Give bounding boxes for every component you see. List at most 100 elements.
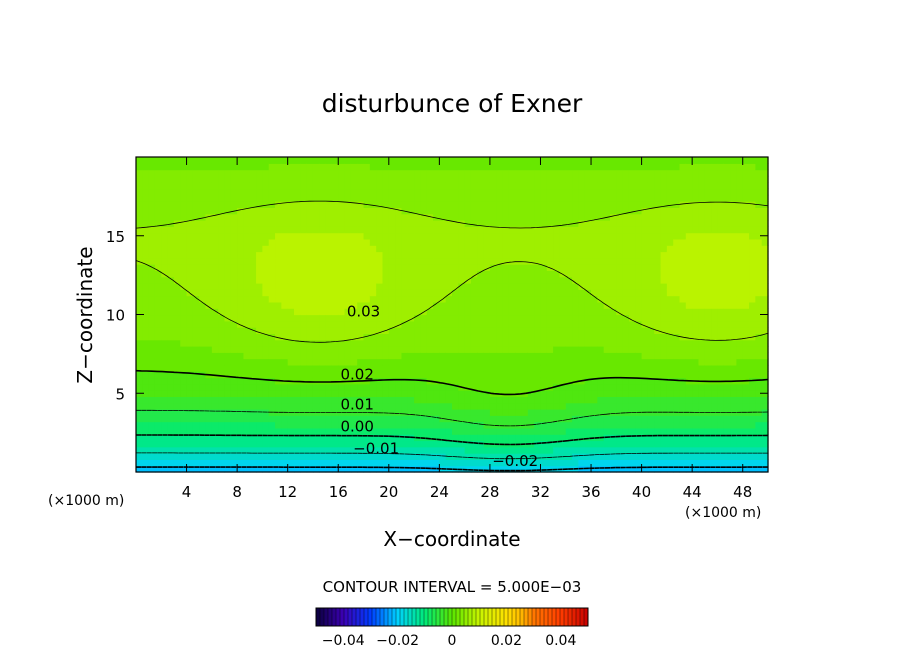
heatmap-cell	[401, 245, 409, 253]
heatmap-cell	[553, 201, 561, 208]
heatmap-cell	[654, 283, 662, 290]
heatmap-cell	[243, 188, 251, 196]
heatmap-cell	[540, 289, 548, 297]
heatmap-cell	[180, 257, 188, 265]
heatmap-cell	[508, 346, 516, 353]
heatmap-cell	[603, 257, 611, 265]
heatmap-cell	[666, 339, 674, 347]
heatmap-cell	[717, 257, 725, 265]
heatmap-cell	[711, 257, 719, 265]
heatmap-cell	[603, 201, 611, 208]
heatmap-cell	[660, 427, 668, 435]
heatmap-cell	[325, 238, 333, 246]
heatmap-cell	[243, 257, 251, 265]
heatmap-cell	[357, 453, 365, 460]
heatmap-cell	[338, 339, 346, 347]
heatmap-cell	[452, 283, 459, 290]
heatmap-cell	[224, 415, 232, 423]
heatmap-cell	[199, 465, 207, 473]
heatmap-cell	[439, 169, 447, 177]
heatmap-cell	[508, 371, 516, 379]
heatmap-cell	[641, 440, 649, 448]
heatmap-cell	[294, 320, 301, 328]
heatmap-cell	[180, 301, 188, 309]
heatmap-cell	[717, 163, 725, 171]
heatmap-cell	[647, 459, 655, 467]
heatmap-cell	[243, 270, 251, 278]
heatmap-cell	[439, 276, 447, 284]
heatmap-cell	[641, 182, 649, 190]
heatmap-cell	[173, 270, 181, 278]
heatmap-cell	[268, 314, 276, 322]
heatmap-cell	[224, 396, 232, 404]
heatmap-cell	[591, 289, 598, 297]
heatmap-cell	[641, 446, 649, 454]
heatmap-cell	[458, 446, 466, 454]
heatmap-cell	[376, 327, 384, 334]
heatmap-cell	[325, 364, 333, 372]
heatmap-cell	[641, 453, 649, 460]
heatmap-cell	[654, 402, 662, 410]
heatmap-cell	[635, 459, 643, 467]
heatmap-cell	[148, 339, 156, 347]
heatmap-cell	[205, 383, 213, 391]
heatmap-cell	[679, 276, 687, 284]
heatmap-cell	[136, 276, 143, 284]
heatmap-cell	[584, 440, 592, 448]
heatmap-cell	[742, 402, 750, 410]
heatmap-cell	[673, 333, 681, 341]
heatmap-cell	[553, 339, 561, 347]
heatmap-cell	[281, 440, 289, 448]
heatmap-cell	[161, 188, 169, 196]
heatmap-cell	[641, 377, 649, 385]
heatmap-cell	[331, 352, 339, 360]
heatmap-cell	[742, 333, 750, 341]
heatmap-cell	[331, 327, 339, 334]
heatmap-cell	[736, 289, 744, 297]
heatmap-cell	[489, 453, 497, 460]
heatmap-cell	[420, 163, 428, 171]
heatmap-cell	[742, 421, 750, 429]
heatmap-cell	[761, 301, 769, 309]
heatmap-cell	[319, 320, 327, 328]
heatmap-cell	[616, 434, 624, 442]
heatmap-cell	[711, 396, 719, 404]
heatmap-cell	[363, 333, 371, 341]
heatmap-cell	[584, 188, 592, 196]
heatmap-cell	[388, 421, 396, 429]
heatmap-cell	[641, 251, 649, 259]
heatmap-cell	[515, 232, 523, 240]
heatmap-cell	[426, 232, 434, 240]
heatmap-cell	[331, 276, 339, 284]
heatmap-cell	[192, 383, 200, 391]
heatmap-cell	[224, 283, 232, 290]
heatmap-cell	[224, 308, 232, 316]
heatmap-cell	[673, 169, 681, 177]
heatmap-cell	[635, 314, 643, 322]
heatmap-cell	[173, 251, 181, 259]
heatmap-cell	[502, 188, 510, 196]
heatmap-cell	[508, 276, 516, 284]
heatmap-cell	[218, 459, 226, 467]
heatmap-cell	[287, 434, 295, 442]
heatmap-cell	[439, 289, 447, 297]
heatmap-cell	[180, 346, 188, 353]
heatmap-cell	[584, 157, 592, 164]
heatmap-cell	[742, 446, 750, 454]
heatmap-cell	[704, 169, 712, 177]
heatmap-cell	[205, 459, 213, 467]
heatmap-cell	[338, 289, 346, 297]
heatmap-cell	[685, 434, 693, 442]
heatmap-cell	[211, 157, 219, 164]
heatmap-cell	[597, 390, 605, 397]
heatmap-cell	[470, 371, 478, 379]
heatmap-cell	[414, 415, 421, 423]
heatmap-cell	[591, 409, 598, 416]
heatmap-cell	[319, 295, 327, 303]
heatmap-cell	[173, 377, 181, 385]
heatmap-cell	[357, 415, 365, 423]
heatmap-cell	[161, 396, 169, 404]
heatmap-cell	[521, 194, 529, 202]
heatmap-cell	[515, 226, 523, 234]
heatmap-cell	[489, 446, 497, 454]
